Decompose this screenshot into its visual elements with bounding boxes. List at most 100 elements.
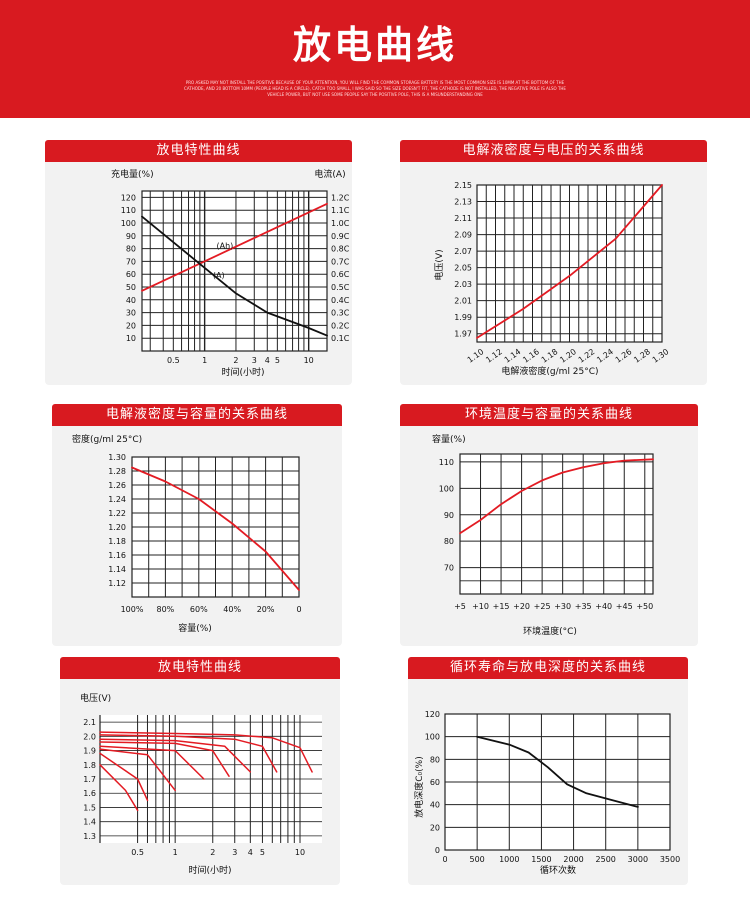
y2-tick-label: 0.6C <box>331 270 350 279</box>
y-tick-label: 1.26 <box>108 481 126 490</box>
x-tick-label: 3500 <box>660 855 680 864</box>
banner-fine-print: PRO ASKED MAY NOT INSTALL THE POSITIVE B… <box>184 80 566 97</box>
x-tick-label: 0.5 <box>131 848 144 857</box>
chart-title: 电解液密度与电压的关系曲线 <box>400 140 707 162</box>
y-tick-label: 30 <box>126 309 136 318</box>
y-axis-label: 放电深度C₀(%) <box>413 756 425 817</box>
x-tick-label: 1.10 <box>466 347 486 365</box>
y-tick-label: 2.01 <box>454 297 472 306</box>
y-tick-label: 110 <box>121 206 136 215</box>
x-tick-label: 100% <box>121 605 144 614</box>
x-tick-label: +45 <box>616 602 633 611</box>
y-axis-label: 充电量(%) <box>111 168 154 180</box>
x-axis-label: 时间(小时) <box>188 864 231 876</box>
x-tick-label: 1.12 <box>484 347 504 365</box>
y-tick-label: 110 <box>439 458 454 467</box>
y2-tick-label: 1.2C <box>331 193 350 202</box>
y-tick-label: 1.7 <box>83 775 96 784</box>
y-tick-label: 120 <box>425 710 440 719</box>
x-tick-label: 40% <box>223 605 241 614</box>
y-tick-label: 1.9 <box>83 747 96 756</box>
x-tick-label: 1.14 <box>503 347 523 365</box>
y-tick-label: 80 <box>126 245 136 254</box>
chart-title: 放电特性曲线 <box>60 657 340 679</box>
y-tick-label: 1.3 <box>83 832 96 841</box>
x-tick-label: 5 <box>275 356 280 365</box>
series-line <box>141 215 328 337</box>
chart-title: 电解液密度与容量的关系曲线 <box>52 404 342 426</box>
x-tick-label: 1.20 <box>558 347 578 365</box>
y-tick-label: 1.16 <box>108 551 126 560</box>
x-tick-label: 1 <box>202 356 207 365</box>
series-line <box>99 752 149 802</box>
y-tick-label: 2.0 <box>83 732 96 741</box>
series-line <box>476 184 663 339</box>
x-tick-label: 5 <box>260 848 265 857</box>
y-tick-label: 100 <box>121 219 136 228</box>
x-tick-label: 20% <box>257 605 275 614</box>
plot-area <box>459 453 654 595</box>
series-line <box>99 731 313 773</box>
chart-panel-discharge-1: 放电特性曲线 120 110 100 90 80 70 60 50 40 30 20 10 1.2C 1.… <box>45 140 352 385</box>
series-line <box>476 735 639 808</box>
x-tick-label: 3000 <box>628 855 648 864</box>
y-axis-label: 容量(%) <box>432 433 466 445</box>
chart-density-capacity: 1.30 1.28 1.26 1.24 1.22 1.20 1.18 1.16 1.14 1.12… <box>72 433 302 634</box>
y2-tick-label: 0.3C <box>331 309 350 318</box>
x-tick-label: 1.22 <box>577 347 597 365</box>
x-tick-label: 60% <box>190 605 208 614</box>
x-tick-label: 1.30 <box>651 347 671 365</box>
x-tick-label: 500 <box>470 855 485 864</box>
x-tick-label: 0 <box>442 855 447 864</box>
x-tick-label: +40 <box>595 602 612 611</box>
x-tick-label: 4 <box>248 848 253 857</box>
y-tick-label: 40 <box>430 801 440 810</box>
chart-title: 放电特性曲线 <box>45 140 352 162</box>
x-tick-label: 10 <box>304 356 314 365</box>
y2-tick-label: 0.5C <box>331 283 350 292</box>
x-tick-label: +20 <box>513 602 530 611</box>
x-tick-label: +15 <box>493 602 510 611</box>
x-tick-label: 3 <box>232 848 237 857</box>
x-tick-label: 1 <box>173 848 178 857</box>
series-line <box>99 738 252 773</box>
y-axis-label: 密度(g/ml 25°C) <box>72 433 142 445</box>
y-tick-label: 2.03 <box>454 280 472 289</box>
chart-discharge-characteristic-2: 2.1 2.0 1.9 1.8 1.7 1.6 1.5 1.4 1.3 0.5 1 2 3 4 5 10 电压(… <box>80 692 322 876</box>
y2-tick-label: 0.8C <box>331 245 350 254</box>
y2-tick-label: 1.1C <box>331 206 350 215</box>
y2-tick-label: 0.9C <box>331 232 350 241</box>
x-tick-label: +35 <box>575 602 592 611</box>
y-tick-label: 90 <box>126 232 136 241</box>
y-tick-label: 1.99 <box>454 313 472 322</box>
x-tick-label: 1.18 <box>540 347 560 365</box>
chart-discharge-characteristic-1: 1201101009080706050403020101.2C1.1C1.0C0… <box>111 168 350 378</box>
y-tick-label: 1.18 <box>108 537 126 546</box>
chart-panel-density-voltage: 电解液密度与电压的关系曲线 2.15 2.13 2.11 2.09 2.07 2.05 2.… <box>400 140 707 385</box>
x-tick-label: 2 <box>210 848 215 857</box>
y-tick-label: 100 <box>425 733 440 742</box>
y-tick-label: 120 <box>121 193 136 202</box>
y-tick-label: 1.22 <box>108 509 126 518</box>
y2-tick-label: 0.1C <box>331 334 350 343</box>
x-tick-label: 1.16 <box>521 347 541 365</box>
y-tick-label: 1.20 <box>108 523 126 532</box>
x-tick-label: +25 <box>534 602 551 611</box>
y-tick-label: 1.8 <box>83 761 96 770</box>
x-tick-label: 1500 <box>531 855 551 864</box>
chart-panel-density-capacity: 电解液密度与容量的关系曲线 1.30 1.28 1.26 1.24 1.22 1.20 1.… <box>52 404 342 646</box>
x-tick-label: 2500 <box>596 855 616 864</box>
y-tick-label: 1.14 <box>108 565 126 574</box>
y-tick-label: 1.4 <box>83 818 96 827</box>
x-tick-label: +5 <box>454 602 466 611</box>
chart-title: 循环寿命与放电深度的关系曲线 <box>408 657 688 679</box>
x-tick-label: 1.24 <box>595 347 615 365</box>
y-tick-label: 100 <box>439 484 454 493</box>
y2-tick-label: 0.2C <box>331 321 350 330</box>
page-title: 放电曲线 <box>292 23 457 67</box>
chart-title: 环境温度与容量的关系曲线 <box>400 404 698 426</box>
y-tick-label: 2.11 <box>454 214 472 223</box>
x-axis-label: 容量(%) <box>178 622 212 634</box>
y-tick-label: 1.6 <box>83 789 96 798</box>
chart-panel-temp-capacity: 环境温度与容量的关系曲线 110 100 90 80 70 +5 +10 +15 +20 +25 +… <box>400 404 698 646</box>
